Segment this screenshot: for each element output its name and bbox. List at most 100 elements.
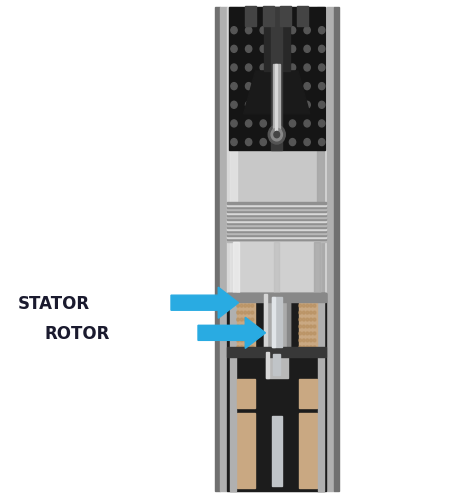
Circle shape [260,46,266,53]
Polygon shape [244,72,310,115]
Circle shape [246,46,252,53]
Bar [287,294,290,350]
Circle shape [299,319,302,322]
Bar [263,7,274,27]
Circle shape [319,84,325,91]
Circle shape [313,319,316,322]
Circle shape [306,346,309,349]
Circle shape [302,298,305,301]
Circle shape [299,305,302,308]
Circle shape [302,346,305,349]
Circle shape [304,84,310,91]
Circle shape [306,319,309,322]
Bar [227,235,326,236]
Circle shape [251,346,254,349]
Circle shape [304,28,310,35]
Bar [273,355,280,375]
Bar [266,352,288,378]
Bar [227,240,326,243]
Circle shape [299,298,302,301]
Bar [227,231,326,232]
Bar [324,8,327,491]
Circle shape [251,325,254,328]
Circle shape [248,346,250,349]
Circle shape [240,332,243,335]
Circle shape [237,339,239,342]
Circle shape [237,312,239,315]
Circle shape [248,332,250,335]
Circle shape [299,339,302,342]
Circle shape [251,319,254,322]
Text: ROTOR: ROTOR [45,324,110,342]
Circle shape [289,139,296,146]
Circle shape [231,121,237,128]
Circle shape [246,65,252,72]
Bar [227,204,326,207]
Circle shape [248,305,250,308]
Circle shape [313,346,316,349]
Bar [233,243,239,293]
Circle shape [319,139,325,146]
Bar [237,379,255,408]
Bar [317,8,324,491]
Bar [245,7,256,27]
Circle shape [302,312,305,315]
Circle shape [244,346,247,349]
Circle shape [231,139,237,146]
Circle shape [302,332,305,335]
Circle shape [237,319,239,322]
Bar [227,236,326,239]
Bar [230,293,236,411]
Circle shape [306,325,309,328]
Circle shape [302,305,305,308]
Circle shape [319,46,325,53]
Circle shape [244,312,247,315]
Circle shape [310,305,312,308]
Circle shape [289,65,296,72]
Bar [280,7,291,27]
Circle shape [304,46,310,53]
Circle shape [231,84,237,91]
Circle shape [260,84,266,91]
Circle shape [302,325,305,328]
Circle shape [244,298,247,301]
Bar [227,227,326,228]
Circle shape [274,132,279,138]
Circle shape [246,102,252,109]
Circle shape [289,121,296,128]
Bar [271,8,283,150]
FancyArrow shape [198,318,266,349]
Bar [327,8,334,491]
Circle shape [310,346,312,349]
Circle shape [313,312,316,315]
Circle shape [246,84,252,91]
Circle shape [304,139,310,146]
Bar [233,243,320,293]
Circle shape [231,102,237,109]
Circle shape [260,102,266,109]
Bar [227,212,326,215]
Circle shape [248,298,250,301]
Bar [227,220,326,223]
Circle shape [274,84,281,91]
Bar [264,294,267,350]
Bar [227,232,326,235]
Bar [264,22,290,72]
Circle shape [260,28,266,35]
Bar [227,293,326,302]
Bar [299,294,317,350]
Circle shape [306,305,309,308]
Circle shape [248,339,250,342]
Circle shape [240,346,243,349]
Circle shape [304,102,310,109]
Circle shape [237,346,239,349]
Circle shape [237,305,239,308]
Bar [227,208,326,211]
Circle shape [244,325,247,328]
Circle shape [246,121,252,128]
FancyArrow shape [171,288,238,319]
Bar [274,243,279,293]
Circle shape [244,332,247,335]
Circle shape [289,28,296,35]
Circle shape [289,84,296,91]
